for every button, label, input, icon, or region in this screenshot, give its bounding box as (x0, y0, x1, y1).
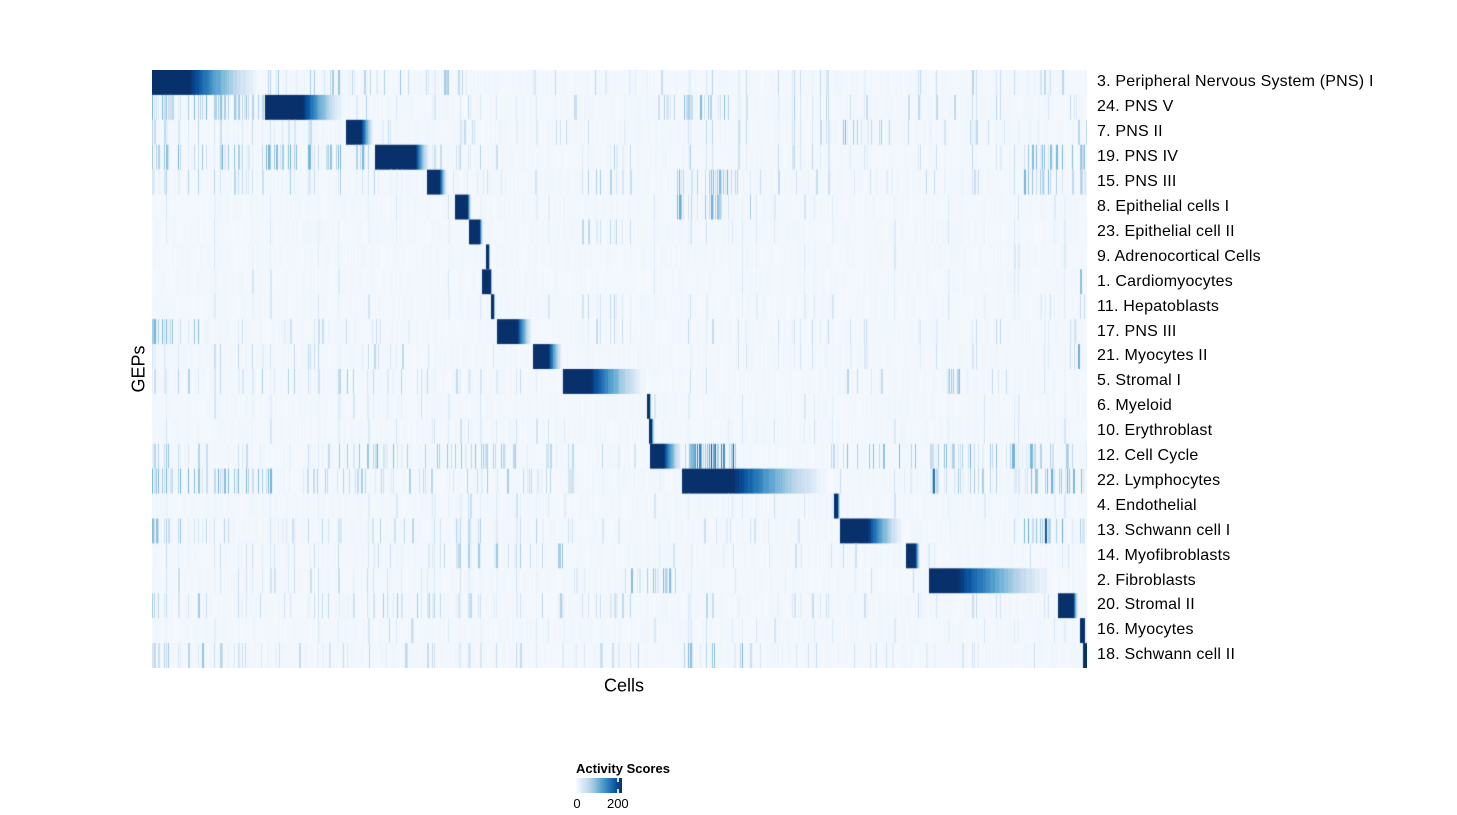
row-label: 20. Stromal II (1097, 596, 1195, 614)
row-label: 18. Schwann cell II (1097, 646, 1236, 664)
row-label: 21. Myocytes II (1097, 347, 1208, 365)
row-label: 8. Epithelial cells I (1097, 197, 1230, 215)
heatmap-canvas (152, 70, 1087, 668)
legend-tick-labels: 0 200 (573, 796, 670, 811)
row-label: 6. Myeloid (1097, 397, 1172, 415)
x-axis-label: Cells (603, 675, 645, 696)
row-label: 13. Schwann cell I (1097, 521, 1231, 539)
row-label: 12. Cell Cycle (1097, 447, 1199, 465)
legend-title: Activity Scores (576, 761, 670, 776)
row-label: 15. PNS III (1097, 173, 1177, 191)
legend-tick-mark (617, 778, 619, 782)
legend-tick-label-0: 0 (573, 796, 581, 811)
legend-tick-label-200: 200 (606, 796, 629, 811)
row-label: 7. PNS II (1097, 123, 1163, 141)
row-label: 10. Erythroblast (1097, 422, 1213, 440)
row-label: 3. Peripheral Nervous System (PNS) I (1097, 73, 1374, 91)
legend-colorbar (576, 778, 622, 793)
row-label: 23. Epithelial cell II (1097, 222, 1235, 240)
y-axis-label: GEPs (128, 345, 149, 393)
row-label: 14. Myofibroblasts (1097, 546, 1231, 564)
row-label: 22. Lymphocytes (1097, 471, 1221, 489)
row-label: 5. Stromal I (1097, 372, 1182, 390)
row-label: 19. PNS IV (1097, 148, 1179, 166)
legend: Activity Scores 0 200 (573, 761, 670, 811)
row-label: 9. Adrenocortical Cells (1097, 247, 1261, 265)
row-label: 11. Hepatoblasts (1097, 297, 1220, 315)
row-label: 24. PNS V (1097, 98, 1174, 116)
row-label: 2. Fibroblasts (1097, 571, 1196, 589)
row-label: 16. Myocytes (1097, 621, 1194, 639)
row-label: 1. Cardiomyocytes (1097, 272, 1233, 290)
legend-tick-mark (617, 789, 619, 793)
row-labels: 3. Peripheral Nervous System (PNS) I 24. … (1097, 70, 1457, 668)
row-label: 17. PNS III (1097, 322, 1177, 340)
row-label: 4. Endothelial (1097, 496, 1197, 514)
